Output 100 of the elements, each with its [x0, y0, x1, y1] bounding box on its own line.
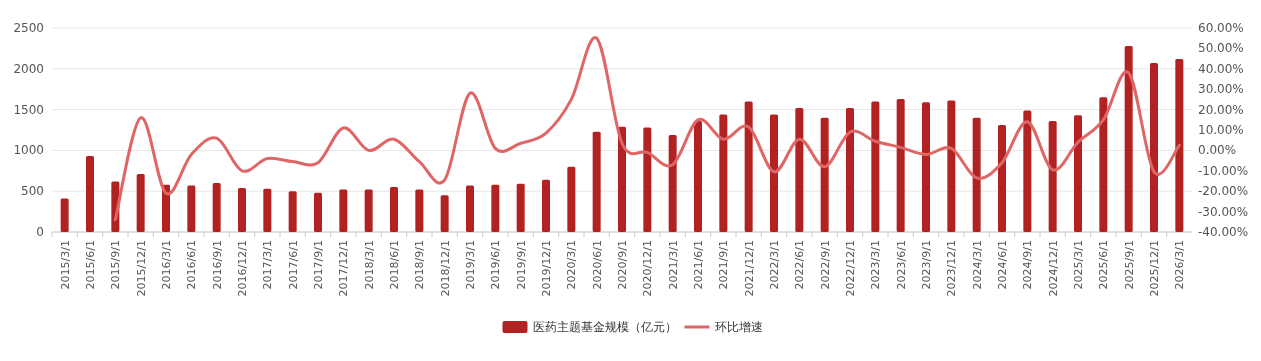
- x-tick-label: 2021/3/1: [666, 240, 680, 290]
- bar: [1150, 63, 1158, 232]
- bar: [415, 189, 424, 232]
- bar: [1099, 97, 1108, 232]
- x-tick-label: 2025/3/1: [1072, 240, 1085, 290]
- bar: [871, 101, 880, 232]
- bar: [820, 117, 829, 232]
- y-tick-label: 2500: [13, 21, 44, 35]
- y2-tick-label: 50.00%: [1198, 41, 1244, 56]
- legend-label: 环比增速: [714, 320, 763, 334]
- x-tick-label: 2017/3/1: [261, 240, 275, 290]
- x-tick-label: 2022/3/1: [768, 240, 781, 290]
- x-tick-label: 2018/6/1: [388, 240, 401, 290]
- y-tick-label: 1500: [13, 102, 44, 117]
- bar: [947, 100, 956, 232]
- x-tick-label: 2015/6/1: [84, 240, 97, 290]
- x-tick-label: 2021/12/1: [742, 240, 756, 297]
- x-tick-label: 2024/6/1: [996, 240, 1009, 290]
- bar: [618, 126, 626, 232]
- x-tick-label: 2022/9/1: [818, 240, 832, 290]
- x-tick-label: 2016/3/1: [160, 240, 173, 290]
- bar: [364, 189, 373, 232]
- y2-tick-label: -30.00%: [1198, 204, 1249, 219]
- x-tick-label: 2023/3/1: [869, 240, 883, 290]
- x-tick-label: 2018/9/1: [413, 240, 427, 290]
- x-tick-label: 2022/12/1: [844, 240, 857, 297]
- bar: [238, 187, 246, 232]
- x-tick-label: 2023/12/1: [945, 240, 959, 297]
- bar: [212, 183, 221, 232]
- bar: [542, 179, 550, 232]
- bar: [187, 185, 196, 232]
- x-tick-label: 2016/6/1: [185, 240, 199, 290]
- x-tick-label: 2021/9/1: [717, 240, 731, 290]
- bar: [643, 127, 652, 232]
- bar: [770, 114, 778, 232]
- y2-tick-label: 60.00%: [1198, 21, 1244, 35]
- y-tick-label: 500: [21, 184, 44, 199]
- bar: [592, 131, 601, 232]
- y2-tick-label: -40.00%: [1198, 225, 1249, 239]
- y-tick-label: 1000: [13, 143, 44, 158]
- bar: [390, 187, 398, 232]
- bar: [972, 117, 981, 232]
- bar: [466, 185, 474, 232]
- x-tick-label: 2020/12/1: [641, 240, 655, 297]
- x-tick-label: 2024/12/1: [1046, 240, 1060, 297]
- bar: [1124, 45, 1133, 232]
- y2-tick-label: 40.00%: [1198, 61, 1244, 76]
- bar: [795, 107, 804, 232]
- bar: [668, 134, 677, 232]
- x-tick-label: 2015/12/1: [134, 240, 148, 297]
- x-tick-label: 2019/9/1: [514, 240, 528, 290]
- bar: [516, 183, 525, 232]
- bar: [1048, 121, 1057, 232]
- x-tick-label: 2020/6/1: [590, 240, 604, 290]
- x-tick-label: 2016/12/1: [236, 240, 249, 297]
- x-tick-label: 2019/3/1: [464, 240, 477, 290]
- x-tick-label: 2023/9/1: [920, 240, 933, 290]
- bar: [846, 107, 854, 232]
- bar: [339, 189, 348, 232]
- x-tick-label: 2019/6/1: [489, 240, 503, 290]
- bar: [922, 102, 930, 232]
- bar: [998, 125, 1006, 232]
- x-tick-label: 2021/6/1: [692, 240, 705, 290]
- x-tick-label: 2024/9/1: [1021, 240, 1035, 290]
- x-tick-label: 2023/6/1: [894, 240, 908, 290]
- x-tick-label: 2025/6/1: [1097, 240, 1111, 290]
- y-tick-label: 2000: [13, 61, 44, 76]
- bar: [1175, 59, 1184, 232]
- x-tick-label: 2017/9/1: [312, 240, 325, 290]
- bar: [491, 184, 500, 232]
- x-tick-label: 2017/12/1: [337, 240, 351, 297]
- x-tick-label: 2015/3/1: [58, 240, 72, 290]
- x-tick-label: 2025/9/1: [1122, 240, 1136, 290]
- x-tick-label: 2015/9/1: [109, 240, 123, 290]
- y2-tick-label: -20.00%: [1198, 184, 1249, 199]
- bar: [896, 98, 905, 232]
- bar: [744, 101, 753, 232]
- bar: [288, 191, 297, 232]
- y2-tick-label: 0.00%: [1198, 143, 1237, 158]
- bar: [314, 192, 322, 232]
- bar: [694, 121, 702, 232]
- x-tick-label: 2026/3/1: [1173, 240, 1187, 290]
- y2-tick-label: 20.00%: [1198, 102, 1244, 117]
- bar: [1023, 110, 1032, 232]
- x-tick-label: 2020/3/1: [565, 240, 579, 290]
- bar: [136, 174, 145, 232]
- x-tick-label: 2025/12/1: [1148, 240, 1161, 297]
- x-tick-label: 2019/12/1: [540, 240, 553, 297]
- x-tick-label: 2024/3/1: [970, 240, 984, 290]
- x-tick-label: 2020/9/1: [616, 240, 629, 290]
- y2-tick-label: 30.00%: [1198, 82, 1244, 97]
- bar: [719, 114, 728, 232]
- legend-label: 医药主题基金规模（亿元）: [532, 320, 677, 334]
- x-tick-label: 2017/6/1: [286, 240, 300, 290]
- x-tick-label: 2016/9/1: [210, 240, 224, 290]
- x-tick-label: 2018/12/1: [438, 240, 452, 297]
- bar: [86, 156, 94, 232]
- bar: [440, 195, 449, 232]
- x-tick-label: 2022/6/1: [793, 240, 807, 290]
- bar: [263, 188, 272, 232]
